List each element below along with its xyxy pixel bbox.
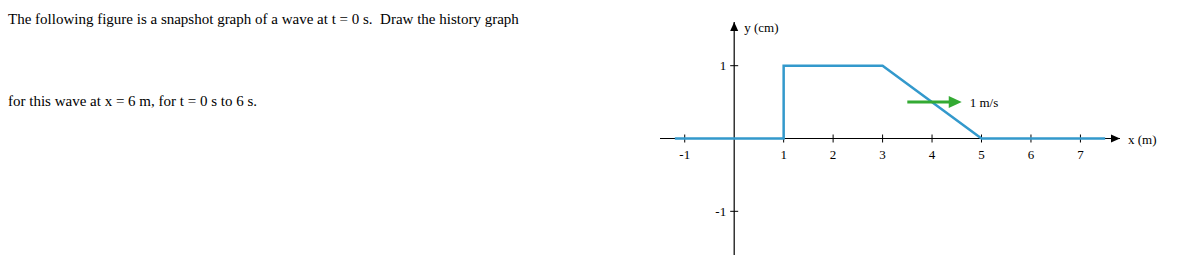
y-tick-label: 1 xyxy=(720,58,727,73)
velocity-arrow-head xyxy=(949,96,962,108)
y-axis-arrow xyxy=(730,22,738,31)
plot-area xyxy=(675,66,1105,139)
y-tick-label: -1 xyxy=(715,204,726,219)
x-tick-label: -1 xyxy=(679,147,690,162)
wave-line xyxy=(675,66,1105,139)
y-tick xyxy=(730,211,738,212)
velocity-label: 1 m/s xyxy=(970,95,999,110)
x-tick-label: 7 xyxy=(1077,147,1084,162)
velocity-arrow-shaft xyxy=(907,101,951,104)
velocity-arrow xyxy=(907,96,961,108)
x-tick-label: 2 xyxy=(830,147,837,162)
x-tick-label: 4 xyxy=(929,147,936,162)
x-tick xyxy=(833,135,834,143)
x-tick-label: 1 xyxy=(780,147,787,162)
x-tick-label: 3 xyxy=(879,147,886,162)
x-tick-label: 5 xyxy=(978,147,985,162)
x-tick xyxy=(932,135,933,143)
y-tick xyxy=(730,65,738,66)
x-axis-label: x (m) xyxy=(1128,132,1157,147)
chart: The following figure is a snapshot graph… xyxy=(0,0,1200,273)
x-tick-label: 6 xyxy=(1028,147,1035,162)
x-axis-arrow xyxy=(1111,135,1120,143)
y-axis-label: y (cm) xyxy=(744,20,778,35)
title: The following figure is a snapshot graph… xyxy=(8,11,519,27)
x-tick xyxy=(882,135,883,143)
subtitle: for this wave at x = 6 m, for t = 0 s to… xyxy=(8,93,257,109)
